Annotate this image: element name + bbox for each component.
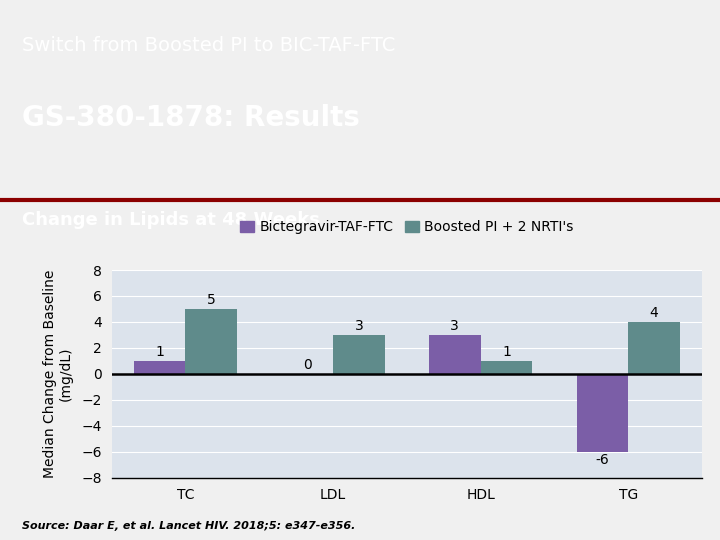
Text: Change in Lipids at 48 Weeks: Change in Lipids at 48 Weeks [22, 211, 320, 229]
Bar [134, 361, 185, 374]
Text: GS-380-1878: Results: GS-380-1878: Results [22, 104, 359, 132]
Text: -6: -6 [595, 454, 609, 468]
Text: 5: 5 [207, 293, 215, 307]
Text: 1: 1 [502, 346, 511, 360]
Bar [185, 309, 237, 374]
Text: Source: Daar E, et al. Lancet HIV. 2018;5: e347-e356.: Source: Daar E, et al. Lancet HIV. 2018;… [22, 521, 355, 531]
Text: 3: 3 [451, 319, 459, 333]
Bar [429, 335, 481, 374]
Bar [333, 335, 384, 374]
Text: 4: 4 [649, 306, 658, 320]
Y-axis label: Median Change from Baseline
(mg/dL): Median Change from Baseline (mg/dL) [43, 270, 73, 478]
Bar [628, 322, 680, 374]
Bar [480, 361, 532, 374]
Text: Switch from Boosted PI to BIC-TAF-FTC: Switch from Boosted PI to BIC-TAF-FTC [22, 36, 395, 55]
Bar [577, 374, 628, 452]
Legend: Bictegravir-TAF-FTC, Boosted PI + 2 NRTI's: Bictegravir-TAF-FTC, Boosted PI + 2 NRTI… [235, 214, 579, 240]
Text: 0: 0 [303, 359, 312, 373]
Text: 3: 3 [354, 319, 363, 333]
Text: 1: 1 [155, 346, 164, 360]
